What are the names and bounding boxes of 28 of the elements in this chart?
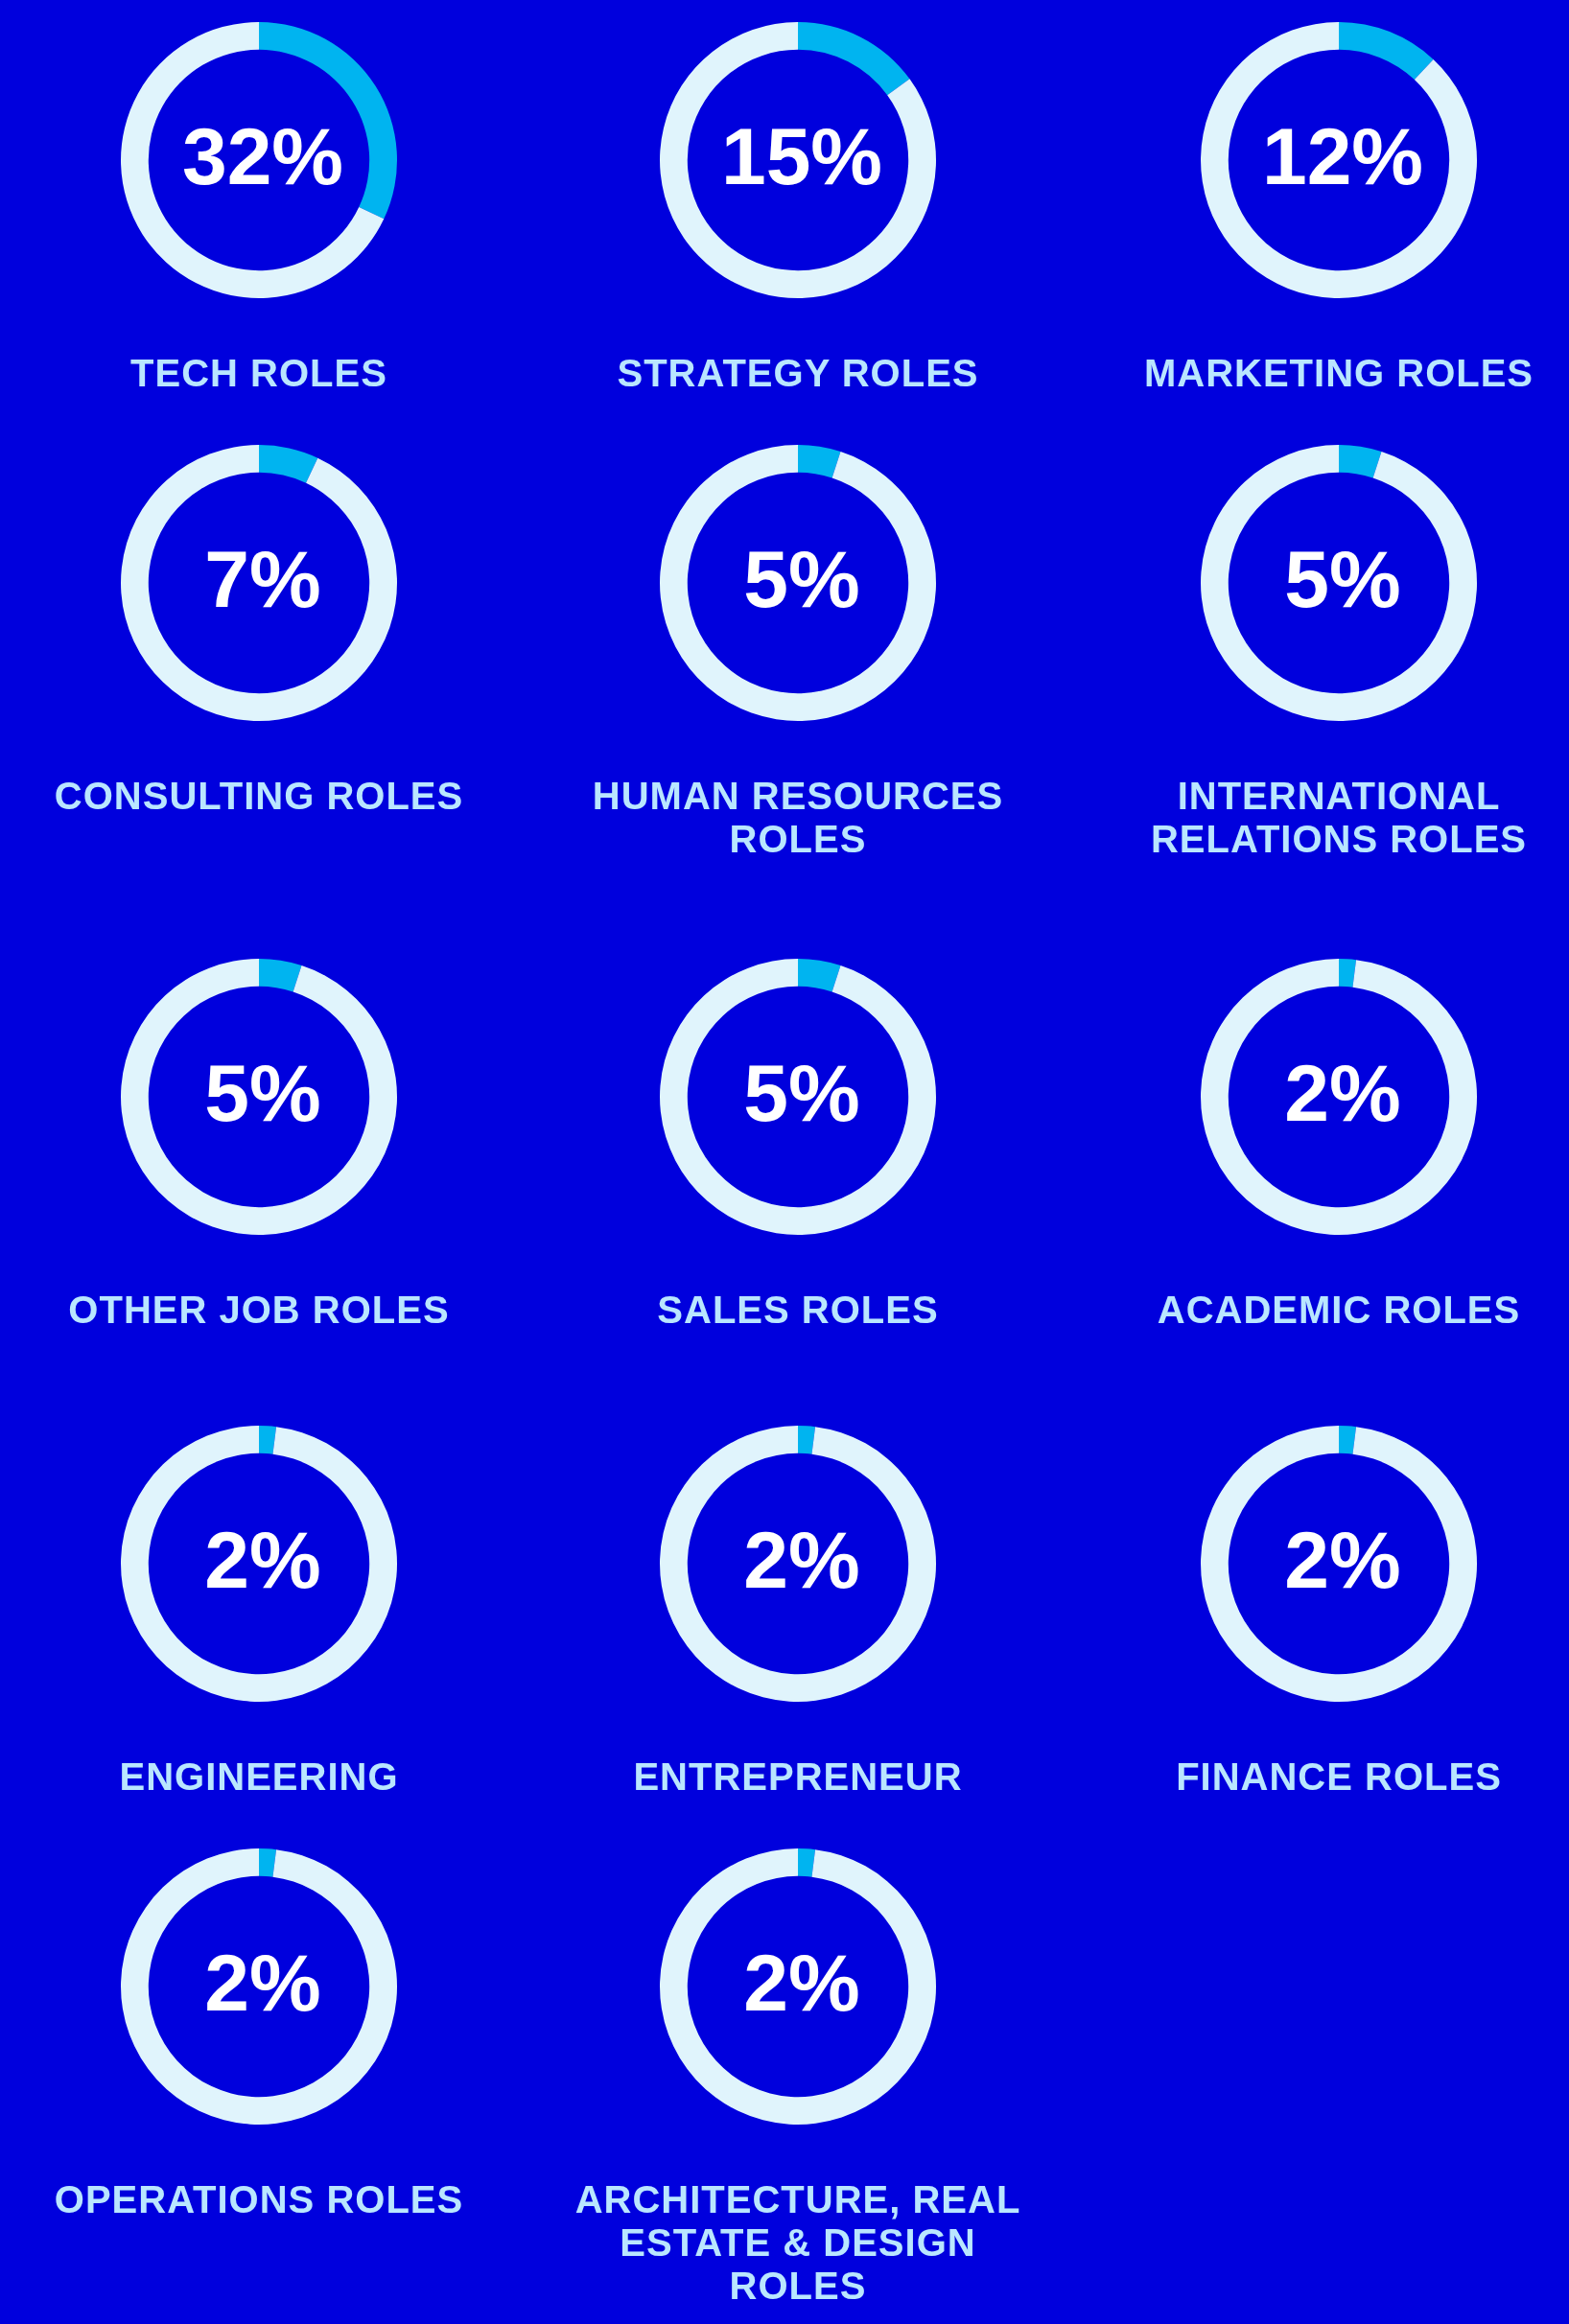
text: SALES ROLES (656, 1289, 940, 1332)
text: CONSULTING ROLES (53, 775, 465, 818)
text: 2% (204, 1938, 321, 2029)
text: TECH ROLES (129, 352, 388, 395)
text: STRATEGY ROLES (616, 352, 980, 395)
text: 12% (1261, 111, 1424, 202)
text: 2% (1284, 1515, 1401, 1606)
text: 5% (743, 1048, 860, 1139)
text: ENGINEERING (118, 1755, 400, 1799)
text: ACADEMIC ROLES (1156, 1289, 1522, 1332)
text: 5% (1284, 534, 1401, 625)
text: OTHER JOB ROLES (67, 1289, 451, 1332)
text: 15% (720, 111, 883, 202)
text: 2% (743, 1515, 860, 1606)
text: OPERATIONS ROLES (53, 2178, 465, 2221)
text: 2% (1284, 1048, 1401, 1139)
text: 7% (204, 534, 321, 625)
text: ENTREPRENEUR (632, 1755, 964, 1799)
text: 5% (743, 534, 860, 625)
text: INTERNATIONAL RELATIONS ROLES (1149, 775, 1529, 861)
text: 32% (181, 111, 344, 202)
text: MARKETING ROLES (1142, 352, 1535, 395)
text: FINANCE ROLES (1175, 1755, 1503, 1799)
text: 5% (204, 1048, 321, 1139)
text: 2% (204, 1515, 321, 1606)
text: HUMAN RESOURCES ROLES (591, 775, 1005, 861)
text: ARCHITECTURE, REAL ESTATE & DESIGN ROLES (574, 2178, 1022, 2308)
text: 2% (743, 1938, 860, 2029)
